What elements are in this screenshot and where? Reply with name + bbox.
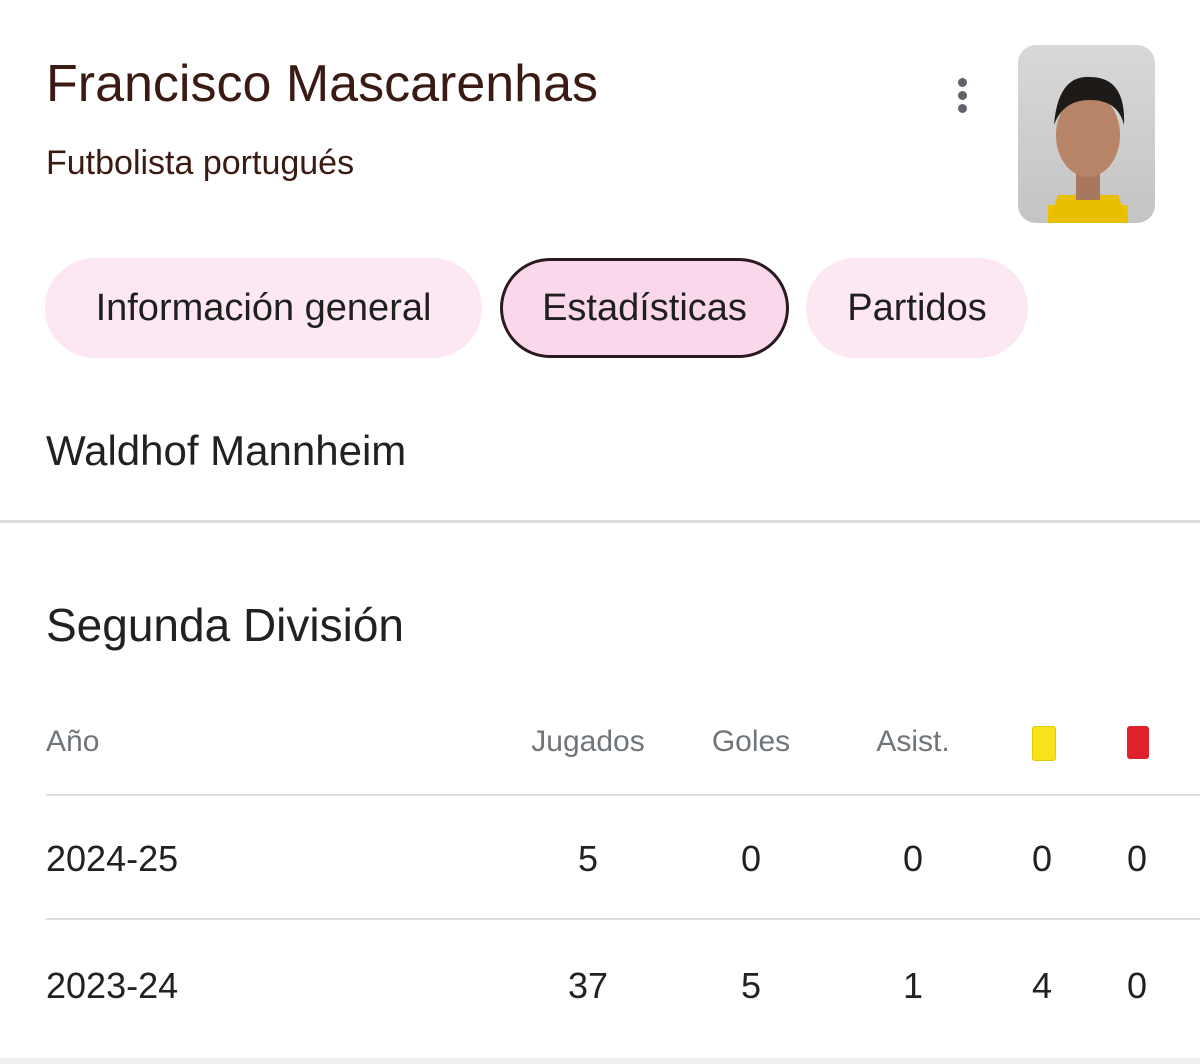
season-cell: 2023-24: [46, 965, 179, 1006]
stat-cell: 37: [567, 965, 609, 1006]
stat-cell: 0: [1126, 965, 1148, 1006]
tab-selected[interactable]: Estadísticas: [500, 258, 789, 358]
column-header: Año: [46, 725, 100, 758]
stat-cell: 4: [1031, 965, 1053, 1006]
stat-cell: 0: [1031, 838, 1053, 879]
more-menu[interactable]: [958, 78, 970, 117]
bottom-band: [0, 1058, 1200, 1064]
stat-cell: 0: [902, 838, 924, 879]
tab[interactable]: Información general: [45, 258, 482, 358]
row-divider: [46, 794, 1200, 796]
row-divider: [46, 918, 1200, 920]
player-photo[interactable]: [1018, 45, 1155, 223]
team-name: Waldhof Mannheim: [46, 427, 407, 474]
stat-cell: 0: [740, 838, 762, 879]
photo-illustration: [1048, 76, 1128, 223]
tab[interactable]: Partidos: [806, 258, 1028, 358]
column-header: Asist.: [876, 725, 950, 758]
red-card-icon: [1127, 726, 1149, 759]
stat-cell: 1: [902, 965, 924, 1006]
stat-cell: 0: [1126, 838, 1148, 879]
competition: Segunda División: [46, 599, 405, 651]
season-cell: 2024-25: [46, 838, 179, 879]
player-name: Francisco Mascarenhas: [46, 55, 598, 113]
stat-cell: 5: [577, 838, 599, 879]
divider: [0, 520, 1200, 523]
column-header: Goles: [711, 725, 791, 758]
column-header: Jugados: [531, 725, 645, 758]
stat-cell: 5: [740, 965, 762, 1006]
player-description: Futbolista portugués: [46, 144, 355, 182]
yellow-card-icon: [1032, 726, 1056, 761]
